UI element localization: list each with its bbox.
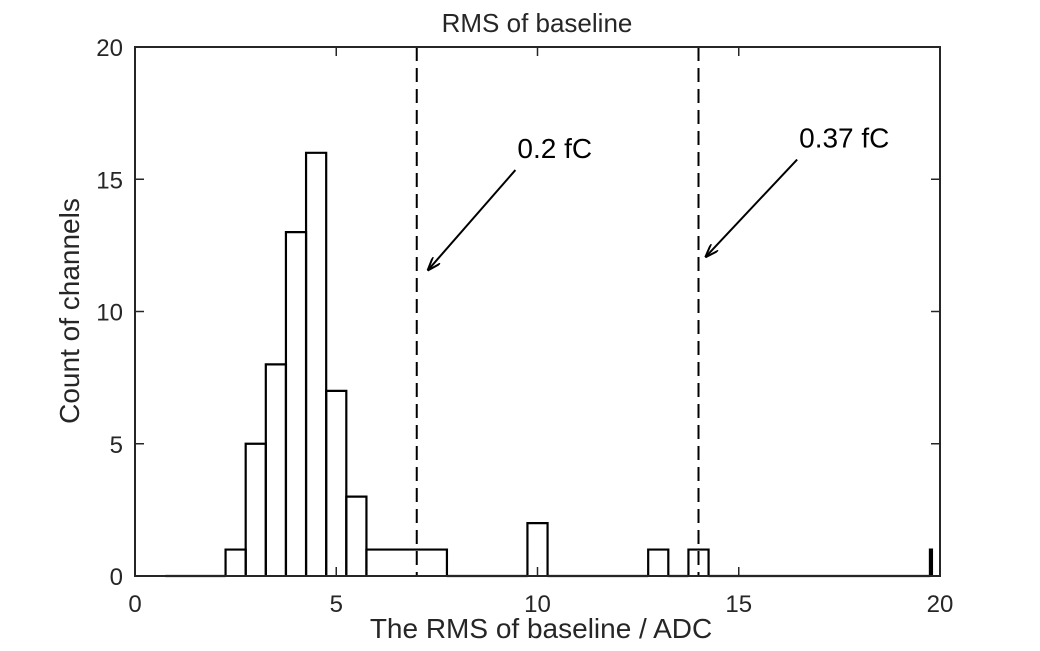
histogram-bar bbox=[928, 548, 934, 576]
annotation-arrow bbox=[707, 158, 798, 256]
x-tick-label: 20 bbox=[927, 591, 954, 618]
y-tick-label: 10 bbox=[96, 300, 123, 327]
x-tick-label: 0 bbox=[128, 591, 141, 618]
x-tick-label: 5 bbox=[330, 591, 343, 618]
annotation-label: 0.2 fC bbox=[517, 133, 592, 164]
ticks-layer: 0 5 10 15 20 0 5 10 15 20 bbox=[96, 35, 953, 618]
histogram-bar bbox=[365, 548, 449, 576]
x-tick-label: 10 bbox=[524, 591, 551, 618]
y-tick-label: 5 bbox=[110, 432, 123, 459]
histogram-bar bbox=[304, 151, 328, 576]
histogram-bar bbox=[687, 548, 710, 576]
histogram-bar bbox=[647, 548, 670, 576]
reference-lines-layer: 0.2 fC 0.37 fC bbox=[415, 47, 889, 576]
annotation-arrow bbox=[429, 169, 517, 269]
y-tick-label: 20 bbox=[96, 35, 123, 62]
plot-background bbox=[135, 47, 940, 576]
x-tick-label: 15 bbox=[725, 591, 752, 618]
y-tick-label: 0 bbox=[110, 564, 123, 591]
histogram-bar bbox=[345, 495, 368, 576]
histogram-bar bbox=[325, 389, 348, 576]
histogram-bar bbox=[526, 522, 549, 576]
chart-title: RMS of baseline bbox=[442, 8, 633, 38]
y-axis-label: Count of channels bbox=[54, 198, 85, 424]
x-axis-label: The RMS of baseline / ADC bbox=[370, 613, 712, 644]
plot-frame bbox=[134, 46, 941, 577]
y-tick-label: 15 bbox=[96, 167, 123, 194]
annotation-label: 0.37 fC bbox=[799, 123, 889, 154]
